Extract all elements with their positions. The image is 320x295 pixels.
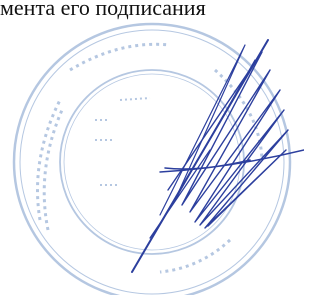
stamp-inner-ring (60, 70, 244, 254)
stamp-center-text (95, 98, 150, 185)
document-text: мента его подписания (0, 0, 206, 20)
stamp-inner-ring-thin (64, 74, 240, 250)
page: мента его подписания (0, 0, 304, 295)
signature-scribble-2 (150, 45, 255, 238)
signature (132, 40, 304, 272)
document-fragment: мента его подписания (0, 0, 304, 295)
